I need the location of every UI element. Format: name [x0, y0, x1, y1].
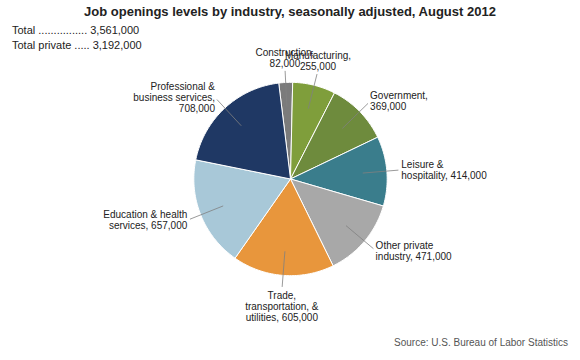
svg-text:Manufacturing,255,000: Manufacturing,255,000 [285, 50, 351, 72]
svg-text:Leisure &hospitality, 414,000: Leisure &hospitality, 414,000 [401, 159, 487, 181]
svg-text:Trade,transportation, &utiliti: Trade,transportation, &utilities, 605,00… [245, 290, 319, 323]
svg-text:Other privateindustry, 471,000: Other privateindustry, 471,000 [376, 240, 452, 262]
svg-text:Professional &business service: Professional &business services,708,000 [133, 81, 215, 114]
svg-text:Education & healthservices, 65: Education & healthservices, 657,000 [103, 209, 187, 231]
svg-text:Government,369,000: Government,369,000 [370, 90, 428, 112]
